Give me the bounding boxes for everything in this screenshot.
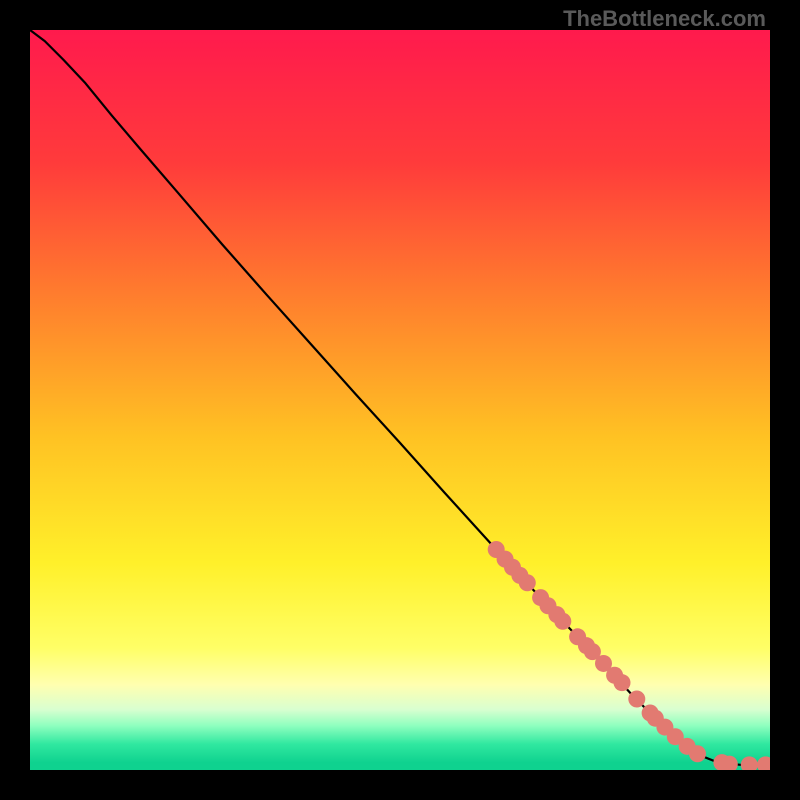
data-marker: [554, 613, 571, 630]
plot-area: [30, 30, 770, 770]
data-marker: [519, 574, 536, 591]
data-marker: [628, 690, 645, 707]
curve-line: [30, 30, 770, 765]
data-marker: [741, 756, 758, 770]
chart-overlay: [30, 30, 770, 770]
data-marker: [689, 745, 706, 762]
data-marker: [757, 756, 770, 770]
marker-group: [488, 541, 770, 770]
data-marker: [614, 674, 631, 691]
watermark-text: TheBottleneck.com: [563, 6, 766, 32]
